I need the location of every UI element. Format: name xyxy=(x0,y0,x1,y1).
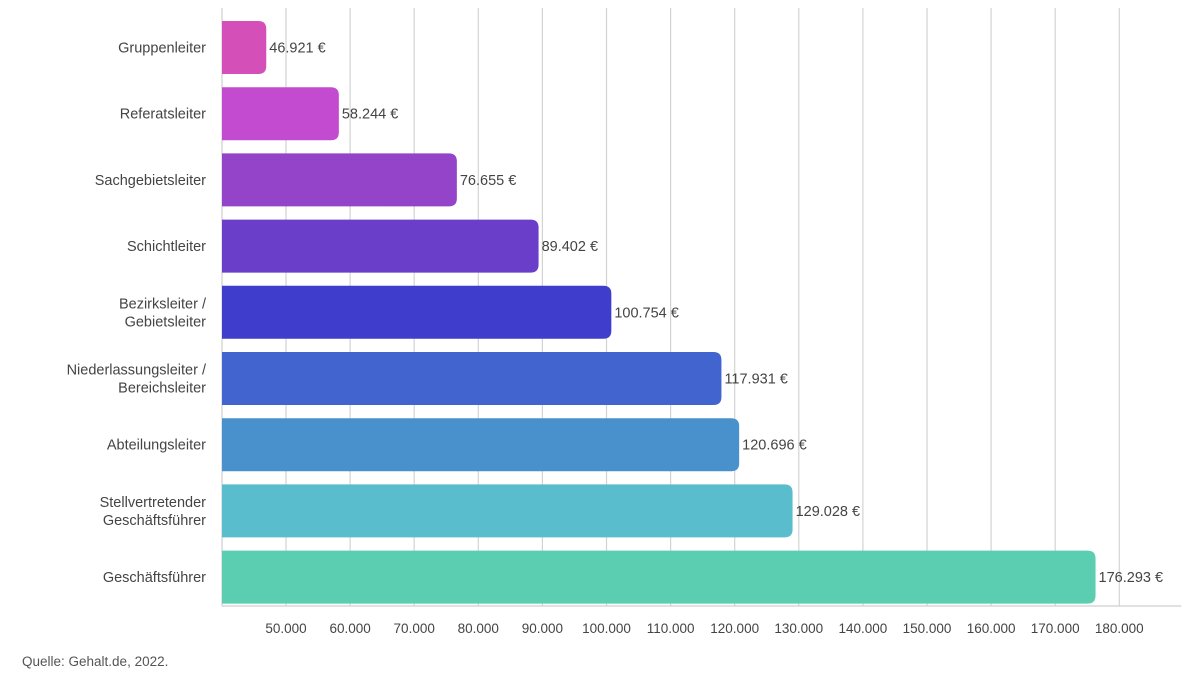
category-label-line: Referatsleiter xyxy=(120,107,206,123)
x-tick-label: 70.000 xyxy=(394,621,435,636)
x-tick-label: 60.000 xyxy=(329,621,370,636)
category-label: Gruppenleiter xyxy=(118,41,206,57)
category-label: Geschäftsführer xyxy=(103,570,206,586)
bar xyxy=(222,87,339,141)
value-label: 46.921 € xyxy=(269,41,325,57)
category-label-line: Niederlassungsleiter / xyxy=(67,363,207,379)
x-tick-label: 130.000 xyxy=(774,621,823,636)
value-label: 129.028 € xyxy=(796,504,861,520)
x-tick-label: 180.000 xyxy=(1095,621,1144,636)
value-label: 76.655 € xyxy=(460,173,516,189)
x-tick-label: 140.000 xyxy=(838,621,887,636)
category-label: Stellvertretender Geschäftsführer xyxy=(100,495,207,529)
x-tick-label: 120.000 xyxy=(710,621,759,636)
bar xyxy=(222,550,1096,604)
x-tick-label: 110.000 xyxy=(647,621,695,636)
x-tick-label: 80.000 xyxy=(458,621,499,636)
x-tick-label: 90.000 xyxy=(522,621,563,636)
bar xyxy=(222,219,539,273)
category-label-line: Geschäftsführer xyxy=(103,570,206,586)
bar xyxy=(222,285,612,339)
category-label: Sachgebietsleiter xyxy=(95,173,206,189)
category-label-line: Stellvertretender xyxy=(100,495,207,511)
bar xyxy=(222,484,793,538)
bar xyxy=(222,352,722,405)
value-label: 100.754 € xyxy=(614,305,679,321)
value-label: 58.244 € xyxy=(342,107,398,123)
category-label: Niederlassungsleiter / Bereichsleiter xyxy=(67,363,207,397)
x-tick-label: 160.000 xyxy=(967,621,1016,636)
category-label-line: Gebietsleiter xyxy=(125,314,207,330)
category-label: Schichtleiter xyxy=(127,239,206,255)
category-label: Bezirksleiter / Gebietsleiter xyxy=(119,296,207,330)
category-label: Abteilungsleiter xyxy=(107,438,206,454)
x-tick-label: 100.000 xyxy=(582,621,631,636)
bar xyxy=(222,153,457,207)
bar xyxy=(222,418,740,472)
category-label-line: Abteilungsleiter xyxy=(107,438,206,454)
value-label: 120.696 € xyxy=(742,438,807,454)
category-label-line: Schichtleiter xyxy=(127,239,206,255)
category-label-line: Geschäftsführer xyxy=(103,513,206,529)
x-tick-label: 150.000 xyxy=(903,621,952,636)
x-tick-label: 50.000 xyxy=(265,621,306,636)
category-label-line: Gruppenleiter xyxy=(118,41,206,57)
bar-chart: 50.000 60.000 70.000 80.000 90.000 100.000 110… xyxy=(67,8,1182,636)
source-note: Quelle: Gehalt.de, 2022. xyxy=(22,654,169,669)
category-label: Referatsleiter xyxy=(120,107,206,123)
value-label: 176.293 € xyxy=(1099,570,1164,586)
category-label-line: Sachgebietsleiter xyxy=(95,173,206,189)
value-label: 117.931 € xyxy=(724,372,787,388)
value-label: 89.402 € xyxy=(542,239,598,255)
category-label-line: Bereichsleiter xyxy=(118,381,206,397)
bar xyxy=(222,21,267,74)
x-tick-label: 170.000 xyxy=(1031,621,1080,636)
category-label-line: Bezirksleiter / xyxy=(119,296,207,312)
